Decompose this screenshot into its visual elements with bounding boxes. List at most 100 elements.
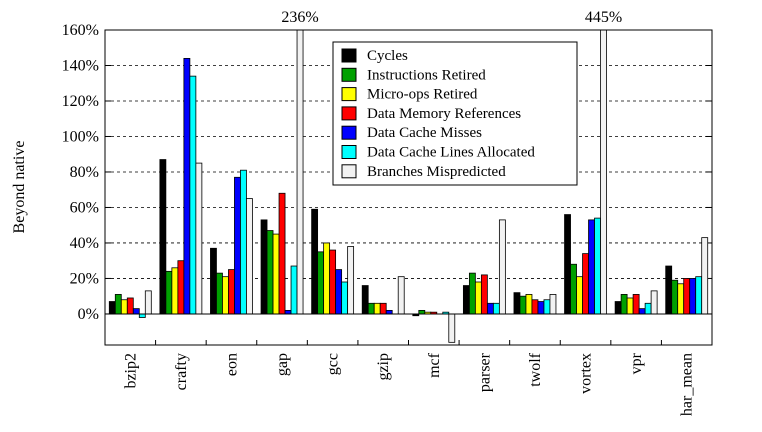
x-tick-label: twolf bbox=[527, 352, 544, 386]
bar bbox=[323, 242, 331, 315]
bar bbox=[189, 75, 197, 315]
bar bbox=[397, 276, 405, 315]
legend-label: Data Cache Lines Allocated bbox=[367, 145, 535, 161]
y-tick-label: 140% bbox=[62, 57, 99, 74]
bar bbox=[126, 297, 134, 315]
legend-label: Branches Mispredicted bbox=[367, 164, 506, 180]
x-tick-label: parser bbox=[476, 352, 493, 392]
bar bbox=[588, 219, 595, 315]
bar bbox=[644, 302, 652, 315]
bar bbox=[290, 265, 298, 315]
value-label: 445% bbox=[585, 9, 622, 26]
bar bbox=[138, 313, 146, 318]
bar bbox=[570, 263, 577, 315]
bar bbox=[246, 198, 253, 315]
x-tick-label: gzip bbox=[375, 353, 392, 381]
x-tick-label: har_mean bbox=[679, 353, 696, 416]
legend-swatch bbox=[341, 87, 357, 102]
bar bbox=[210, 247, 217, 315]
bar bbox=[144, 290, 152, 315]
legend-label: Data Memory References bbox=[367, 106, 521, 122]
bar bbox=[341, 281, 349, 315]
bar bbox=[159, 159, 167, 315]
bar bbox=[361, 285, 369, 315]
legend-label: Instructions Retired bbox=[367, 67, 486, 83]
bar bbox=[513, 292, 521, 315]
bar bbox=[373, 302, 381, 315]
bar bbox=[468, 272, 476, 315]
bar bbox=[296, 30, 304, 315]
bar bbox=[114, 294, 122, 315]
legend-swatch bbox=[341, 145, 357, 159]
x-tick-label: crafty bbox=[173, 353, 190, 390]
legend-label: Micro-ops Retired bbox=[367, 87, 478, 103]
bar bbox=[379, 302, 387, 315]
legend-swatch bbox=[341, 106, 357, 121]
bar bbox=[266, 230, 274, 315]
bar bbox=[165, 270, 173, 315]
bar bbox=[132, 308, 140, 315]
bar bbox=[614, 301, 622, 315]
bar bbox=[367, 302, 375, 315]
bar bbox=[480, 274, 488, 315]
bar bbox=[474, 281, 482, 315]
y-tick-label: 100% bbox=[62, 128, 99, 145]
bar bbox=[498, 219, 506, 315]
bar bbox=[284, 309, 292, 315]
x-tick-label: gcc bbox=[325, 353, 342, 375]
legend-swatch bbox=[341, 164, 357, 179]
bar bbox=[183, 57, 191, 315]
bar bbox=[677, 283, 685, 315]
bar bbox=[632, 294, 640, 315]
y-tick-label: 160% bbox=[62, 22, 99, 39]
bar bbox=[216, 272, 223, 315]
bar bbox=[486, 302, 494, 315]
y-axis-label: Beyond native bbox=[11, 141, 28, 234]
bar bbox=[671, 279, 679, 315]
bar bbox=[537, 301, 545, 315]
x-tick-label: mcf bbox=[426, 352, 443, 378]
bar bbox=[620, 294, 628, 315]
legend-box bbox=[332, 41, 578, 186]
bar bbox=[329, 249, 337, 315]
bar bbox=[492, 302, 500, 315]
bar bbox=[195, 162, 203, 315]
bar bbox=[108, 301, 116, 315]
bar bbox=[683, 278, 691, 315]
bar bbox=[317, 251, 325, 315]
bar bbox=[448, 313, 456, 343]
bar bbox=[462, 285, 470, 315]
x-tick-label: eon bbox=[223, 353, 240, 376]
bar bbox=[418, 309, 426, 315]
x-tick-label: vortex bbox=[578, 353, 595, 394]
bar bbox=[701, 237, 709, 315]
bar bbox=[600, 30, 607, 315]
value-label: 236% bbox=[281, 9, 318, 26]
bar bbox=[525, 294, 533, 315]
legend-swatch bbox=[341, 125, 357, 140]
bar bbox=[665, 265, 673, 315]
plot-frame bbox=[104, 29, 713, 346]
y-tick-label: 60% bbox=[70, 199, 99, 216]
bar bbox=[311, 208, 319, 315]
bar bbox=[222, 276, 229, 315]
bar bbox=[347, 246, 355, 315]
bar bbox=[228, 269, 235, 315]
bar bbox=[234, 176, 241, 315]
x-tick-label: bzip2 bbox=[122, 353, 139, 389]
legend-label: Cycles bbox=[367, 48, 408, 64]
x-tick-label: gap bbox=[274, 353, 291, 376]
y-tick-label: 40% bbox=[70, 235, 99, 252]
y-tick-label: 80% bbox=[70, 164, 99, 181]
bar bbox=[177, 260, 185, 315]
bar bbox=[531, 299, 539, 315]
y-tick-label: 0% bbox=[78, 306, 99, 323]
bar bbox=[626, 297, 634, 315]
bar bbox=[272, 233, 280, 315]
legend-swatch bbox=[341, 48, 357, 63]
bar bbox=[695, 276, 703, 315]
bar bbox=[543, 299, 551, 315]
bar bbox=[120, 299, 128, 315]
y-tick-label: 20% bbox=[70, 270, 99, 287]
